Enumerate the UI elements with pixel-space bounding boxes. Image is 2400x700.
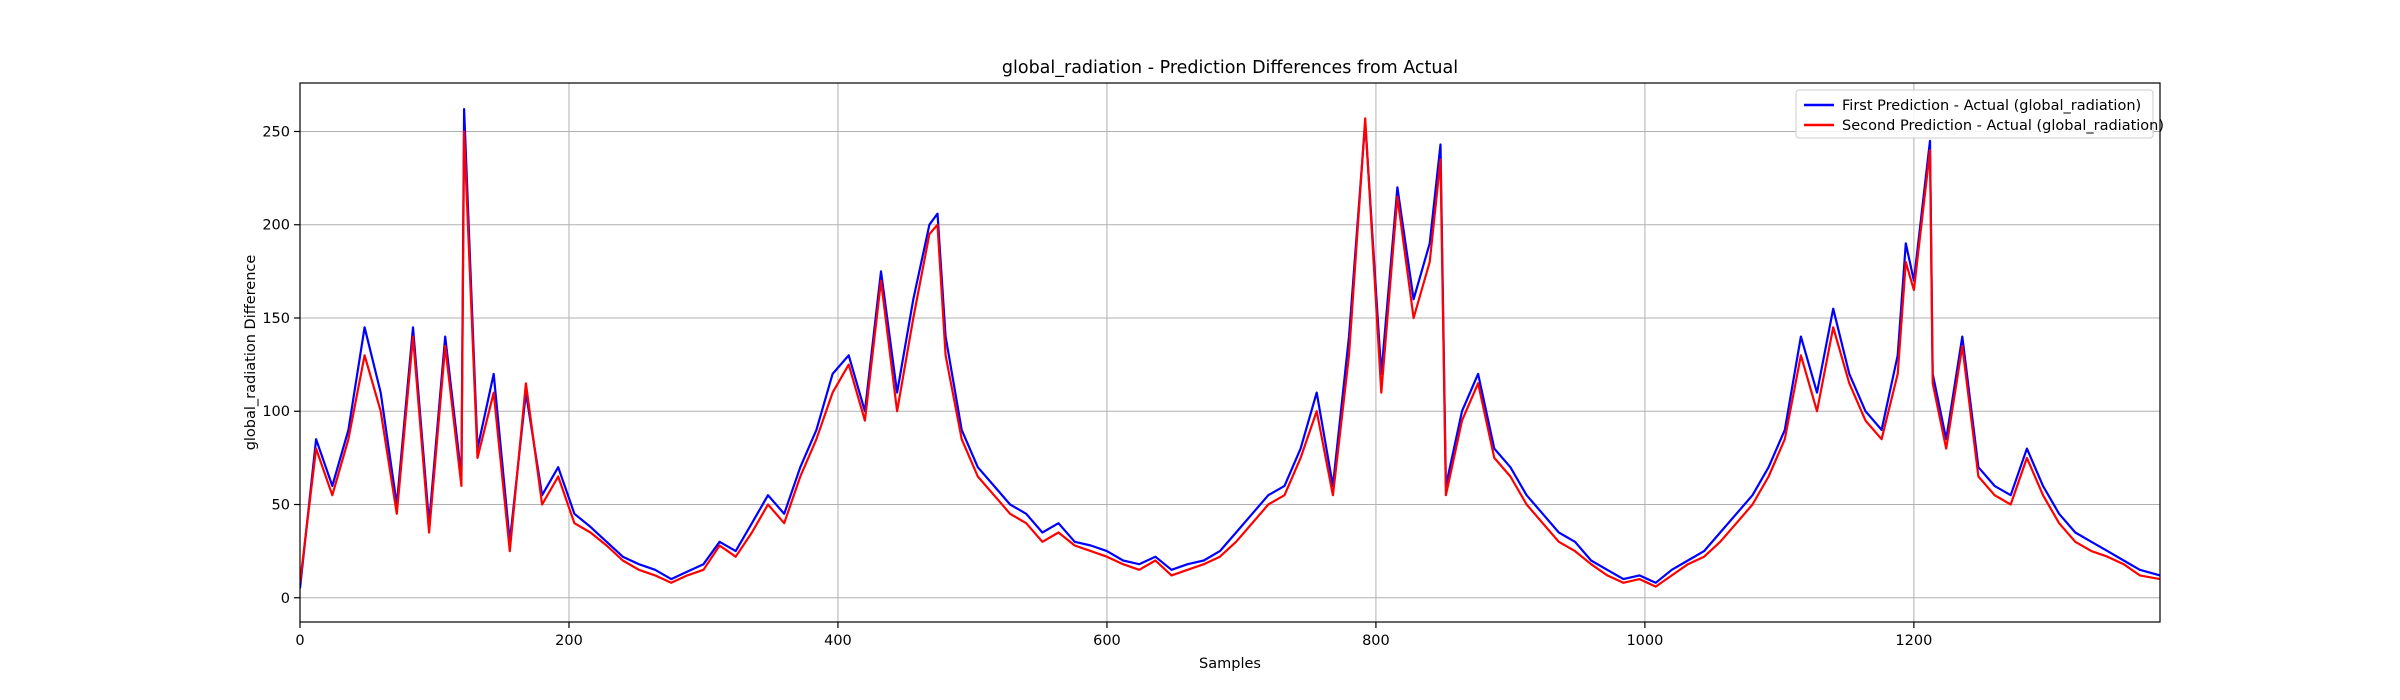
y-tick-label: 100 <box>262 404 290 420</box>
y-tick-label: 200 <box>262 218 290 234</box>
y-axis-label: global_radiation Difference <box>243 255 259 451</box>
x-tick-label: 0 <box>295 633 304 649</box>
series-group <box>300 107 2160 589</box>
x-tick-label: 1200 <box>1895 633 1932 649</box>
series-line-second-prediction <box>300 117 2160 588</box>
plot-frame <box>299 82 2161 623</box>
y-tick-label: 150 <box>262 311 290 327</box>
y-tick-label: 50 <box>272 498 290 514</box>
series-line-first-prediction <box>300 107 2160 589</box>
chart-title: global_radiation - Prediction Difference… <box>1002 58 1458 78</box>
grid <box>299 83 2160 622</box>
y-tick-label: 250 <box>262 124 290 140</box>
x-tick-label: 200 <box>555 633 583 649</box>
ticks: 0 200 400 600 800 1000 1200 0 50 100 150 200 250 <box>262 124 1932 649</box>
legend-label: First Prediction - Actual (global_radiat… <box>1842 98 2141 114</box>
y-tick-label: 0 <box>281 591 290 607</box>
legend-box <box>1795 89 2154 139</box>
x-tick-label: 800 <box>1362 633 1390 649</box>
x-tick-label: 400 <box>824 633 852 649</box>
x-axis-label: Samples <box>1199 656 1261 672</box>
x-tick-label: 1000 <box>1626 633 1663 649</box>
legend-label: Second Prediction - Actual (global_radia… <box>1842 118 2164 134</box>
x-tick-label: 600 <box>1093 633 1121 649</box>
legend: First Prediction - Actual (global_radiat… <box>1795 89 2164 139</box>
